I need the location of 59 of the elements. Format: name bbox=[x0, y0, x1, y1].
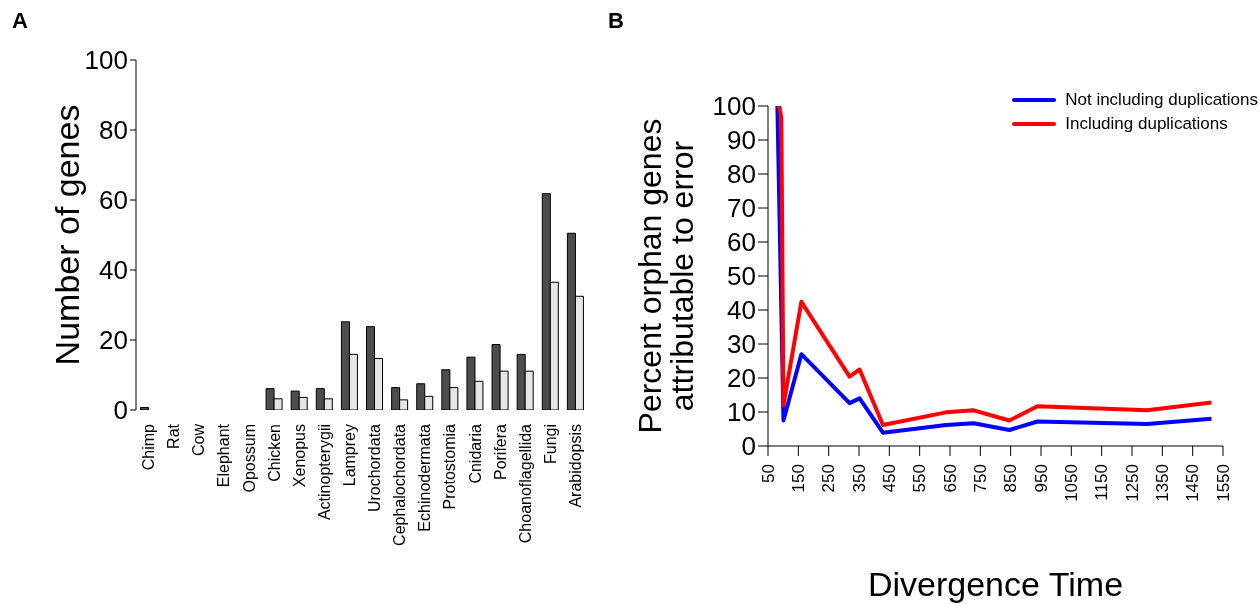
bar bbox=[140, 407, 150, 410]
y-tick-label: 10 bbox=[727, 397, 756, 428]
text: A bbox=[12, 8, 28, 34]
x-tick-label: Fungi bbox=[541, 424, 559, 465]
y-tick-label: 90 bbox=[727, 125, 756, 156]
x-tick-label: Urochordata bbox=[366, 423, 384, 513]
text: B bbox=[608, 8, 624, 34]
x-tick-label: 850 bbox=[1001, 464, 1021, 493]
x-tick-label: 150 bbox=[788, 464, 808, 493]
x-tick-label: 950 bbox=[1031, 464, 1051, 493]
x-tick-label: 1550 bbox=[1213, 464, 1233, 502]
y-tick-label: 0 bbox=[741, 431, 756, 462]
x-tick-label: 450 bbox=[879, 464, 899, 493]
x-tick-label: Cow bbox=[190, 423, 208, 457]
y-axis-title: Number of genes bbox=[47, 104, 86, 366]
x-tick-label: 250 bbox=[819, 464, 839, 493]
y-tick-label: 40 bbox=[727, 295, 756, 326]
x-tick-label: 1250 bbox=[1122, 464, 1142, 502]
y-tick-label: 30 bbox=[727, 329, 756, 360]
x-tick-label: 550 bbox=[910, 464, 930, 493]
x-tick-label: Porifera bbox=[491, 423, 509, 481]
y-tick-label: 80 bbox=[727, 159, 756, 190]
y-tick-label: 80 bbox=[99, 115, 128, 146]
x-tick-label: Actinopterygii bbox=[315, 424, 333, 521]
y-tick-label: 100 bbox=[84, 45, 128, 76]
x-tick-label: Elephant bbox=[215, 423, 233, 488]
x-tick-label: Xenopus bbox=[290, 424, 308, 488]
x-tick-label: Rat bbox=[165, 423, 183, 449]
x-tick-label: Protostomia bbox=[441, 423, 459, 510]
x-tick-label: 50 bbox=[758, 464, 778, 483]
x-tick-label: 650 bbox=[940, 464, 960, 493]
x-tick-label: Echinodermata bbox=[416, 423, 434, 532]
x-tick-label: Lamprey bbox=[340, 424, 358, 487]
x-tick-label: 1350 bbox=[1152, 464, 1172, 502]
x-tick-label: Cephalochordata bbox=[391, 423, 409, 546]
y-tick-label: 40 bbox=[99, 255, 128, 286]
y-tick-label: 0 bbox=[113, 395, 128, 426]
x-tick-label: 750 bbox=[970, 464, 990, 493]
x-tick-label: 1050 bbox=[1061, 464, 1081, 502]
y-axis-title: Percent orphan genes attributable to error bbox=[631, 118, 700, 434]
x-axis-title: Divergence Time bbox=[867, 565, 1124, 603]
y-tick-label: 50 bbox=[727, 261, 756, 292]
y-tick-label: 20 bbox=[99, 325, 128, 356]
legend-label: Including duplications bbox=[1065, 113, 1228, 135]
x-tick-label: 1150 bbox=[1092, 464, 1112, 501]
x-tick-label: Chimp bbox=[140, 423, 158, 471]
x-tick-label: Choanoflagellida bbox=[516, 423, 534, 544]
legend-label: Not including duplications bbox=[1065, 89, 1258, 111]
y-tick-label: 70 bbox=[727, 193, 756, 224]
x-tick-label: Cnidaria bbox=[466, 423, 484, 484]
x-tick-label: 350 bbox=[849, 464, 869, 493]
y-tick-label: 100 bbox=[712, 91, 756, 122]
y-tick-label: 20 bbox=[727, 363, 756, 394]
y-tick-label: 60 bbox=[727, 227, 756, 258]
x-tick-label: Chicken bbox=[265, 424, 283, 482]
x-tick-label: 1450 bbox=[1183, 464, 1203, 502]
x-tick-label: Arabidopsis bbox=[566, 424, 584, 508]
y-tick-label: 60 bbox=[99, 185, 128, 216]
x-tick-label: Opossum bbox=[240, 424, 258, 493]
